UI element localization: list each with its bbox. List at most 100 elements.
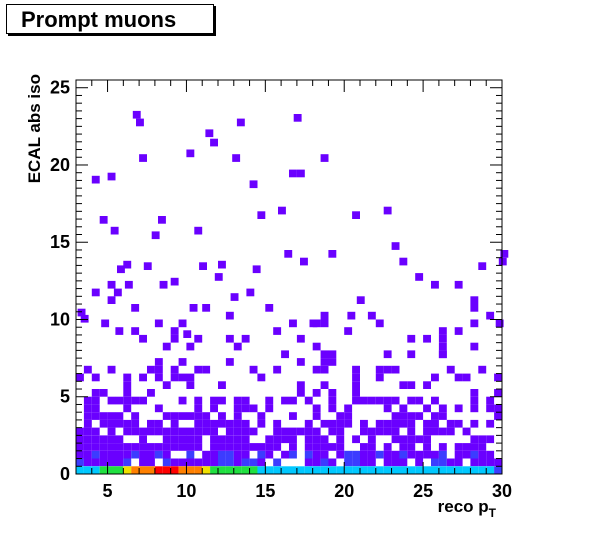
heatmap-cell [115,450,124,459]
heatmap-zero-bin-cell [360,466,368,474]
heatmap-cell [162,443,171,451]
heatmap-cell [446,365,455,374]
heatmap-cell [312,450,321,459]
heatmap-cell [162,412,171,420]
heatmap-cell [399,450,408,459]
heatmap-cell [210,450,218,459]
heatmap-cell [202,427,211,436]
heatmap-cell [431,427,439,436]
heatmap-cell [375,319,384,328]
heatmap-cell [352,365,360,374]
heatmap-cell [367,427,376,436]
chart-title-box: Prompt muons [6,4,214,34]
heatmap-cell [470,443,479,451]
heatmap-cell [83,419,92,428]
heatmap-cell [83,427,92,436]
heatmap-cell [296,389,305,397]
heatmap-zero-bin-cell [383,466,392,474]
heatmap-cell [246,288,255,297]
heatmap-cell [367,450,376,459]
heatmap-cell [336,450,345,459]
heatmap-cell [336,412,345,420]
heatmap-cell [83,458,92,467]
heatmap-cell [423,450,431,459]
heatmap-zero-bin-cell [446,466,455,474]
heatmap-cell [407,450,416,459]
heatmap-cell [494,389,502,397]
heatmap-cell [225,419,234,428]
heatmap-cell [99,443,108,451]
heatmap-cell [178,435,187,444]
heatmap-zero-bin-cell [438,466,447,474]
heatmap-cell [278,206,286,215]
heatmap-cell [265,443,274,451]
heatmap-cell [123,443,132,451]
heatmap-cell [257,443,266,451]
heatmap-cell [83,435,92,444]
heatmap-cell [162,458,171,467]
heatmap-cell [478,365,487,374]
heatmap-cell [154,427,163,436]
heatmap-zero-bin-cell [352,466,360,474]
y-tick-label: 5 [60,387,70,407]
heatmap-cell [367,443,376,451]
heatmap-cell [241,404,250,413]
heatmap-cell [139,373,147,382]
heatmap-cell [210,138,218,147]
heatmap-cell [375,365,384,374]
heatmap-cell [91,404,100,413]
heatmap-zero-bin-cell [218,466,226,474]
heatmap-cell [257,419,266,428]
heatmap-cell [360,419,368,428]
heatmap-cell [218,458,226,467]
heatmap-cell [233,404,242,413]
heatmap-cell [336,419,345,428]
heatmap-cell [202,458,211,467]
heatmap-cell [154,450,163,459]
heatmap-cell [312,427,321,436]
heatmap-cell [320,319,329,328]
heatmap-cell [399,257,408,266]
heatmap-cell [320,450,329,459]
heatmap-cell [438,443,447,451]
heatmap-zero-bin-cell [407,466,416,474]
y-tick-label: 10 [50,309,70,329]
heatmap-cell [178,427,187,436]
heatmap-cell [107,412,116,420]
heatmap-cell [375,450,384,459]
heatmap-cell [233,458,242,467]
heatmap-cell [170,443,179,451]
heatmap-cell [202,450,211,459]
heatmap-cell [205,129,214,138]
heatmap-cell [415,435,424,444]
heatmap-cell [257,450,266,459]
heatmap-zero-bin-cell [375,466,384,474]
heatmap-cell [407,419,416,428]
heatmap-cell [399,443,408,451]
heatmap-zero-bin-cell [154,466,163,474]
heatmap-cell [241,419,250,428]
heatmap-cell [154,319,163,328]
heatmap-cell [214,273,223,281]
heatmap-cell [360,443,368,451]
heatmap-cell [486,404,495,413]
heatmap-cell [194,458,203,467]
heatmap-cell [438,450,447,459]
heatmap-cell [199,262,207,270]
heatmap-cell [194,435,203,444]
heatmap-cell [423,443,431,451]
heatmap-cell [281,396,289,405]
x-axis-label-subscript: T [489,506,497,520]
heatmap-cell [76,443,84,451]
heatmap-cell [391,450,400,459]
x-tick-label: 25 [413,481,433,501]
heatmap-cell [154,358,163,366]
heatmap-cell [486,458,495,467]
heatmap-cell [415,273,424,281]
heatmap-cell [304,419,313,428]
heatmap-cell [91,427,100,436]
heatmap-zero-bin-cell [225,466,234,474]
heatmap-cell [352,211,360,219]
heatmap-cell [415,396,424,405]
